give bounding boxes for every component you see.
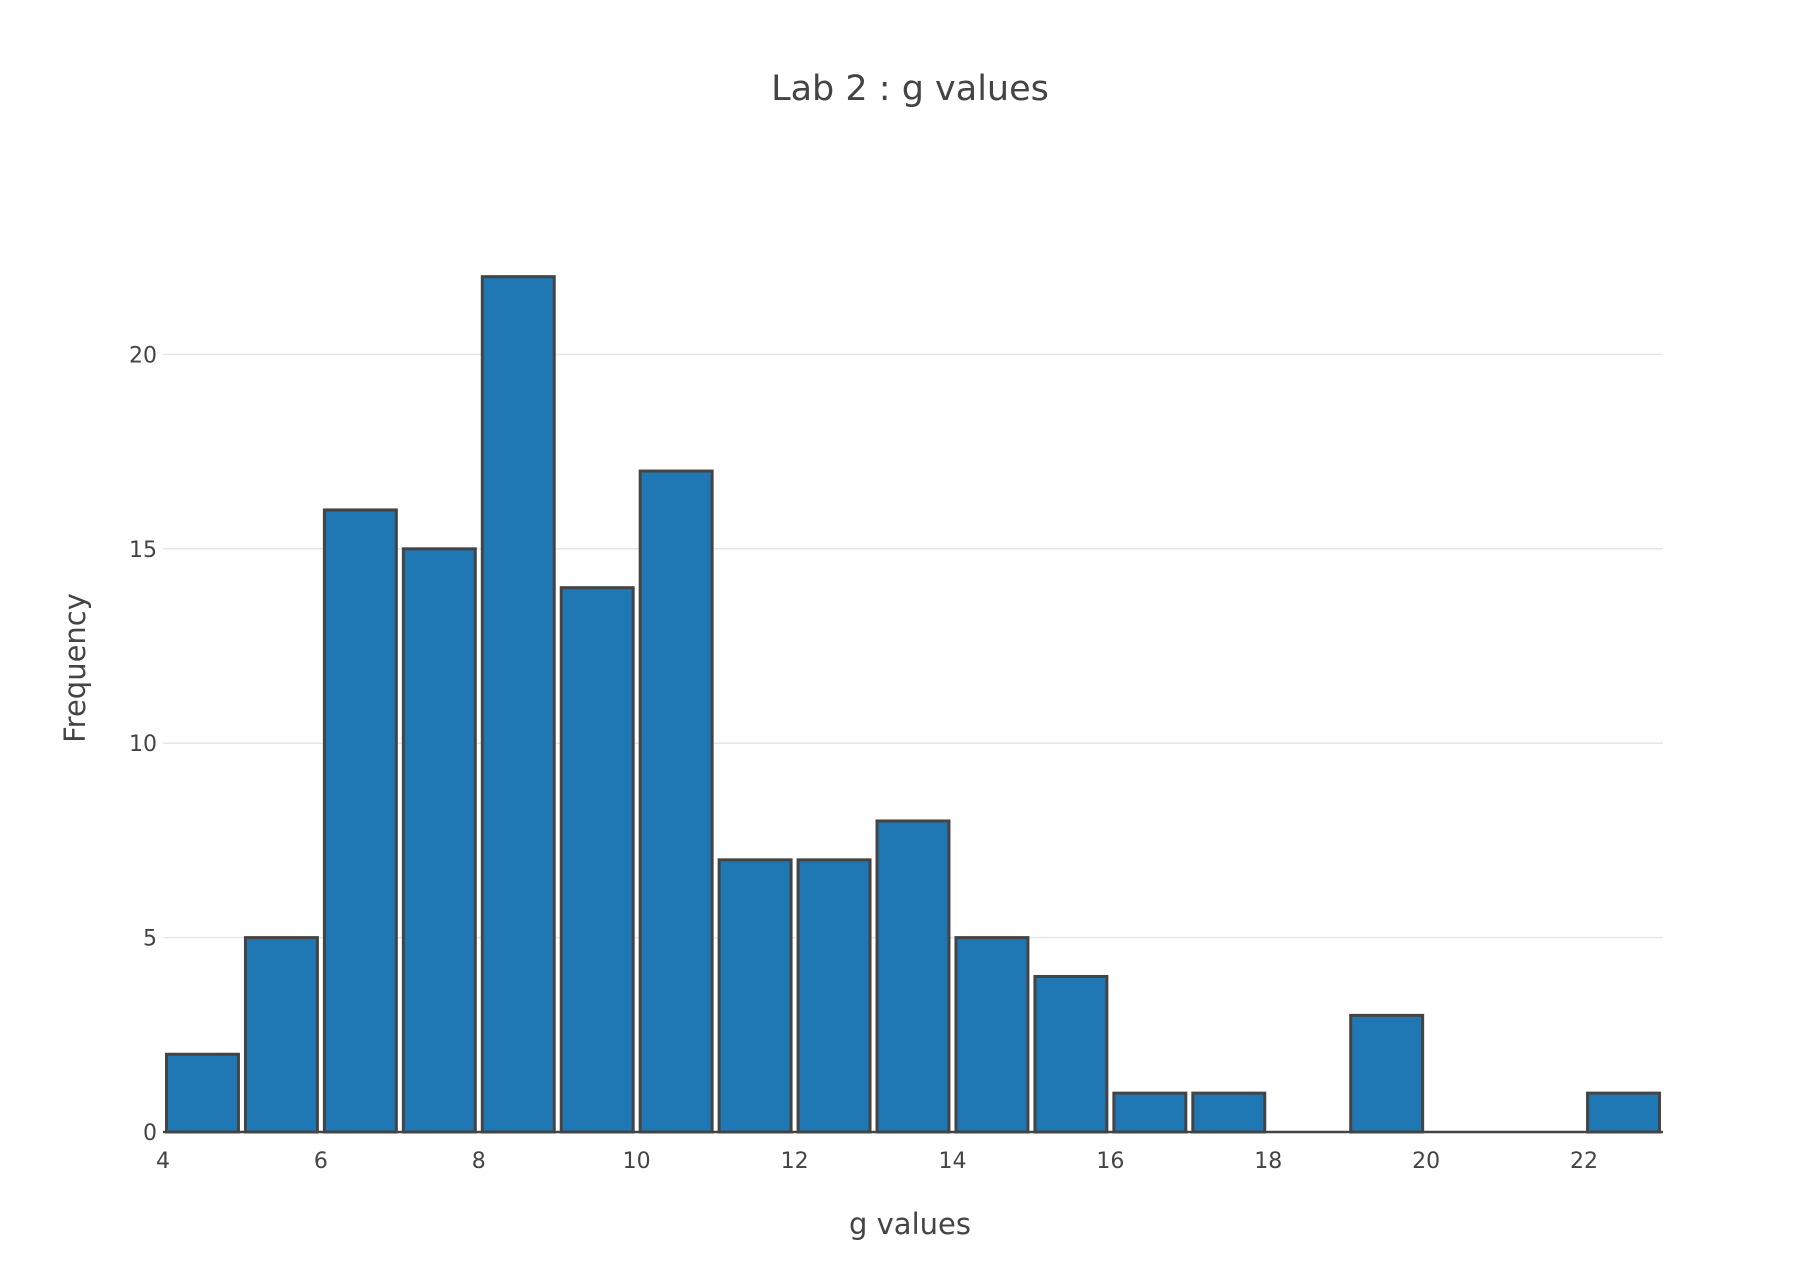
histogram-bar-19-20	[1349, 1013, 1425, 1134]
y-axis-label: Frequency	[58, 593, 92, 743]
y-tick-label-20: 20	[129, 343, 157, 368]
histogram-bar-13-14	[875, 819, 951, 1134]
y-tick-labels: 0 5 10 15 20	[129, 343, 157, 1146]
histogram-bar-22-23	[1586, 1091, 1661, 1134]
histogram-bar-12-13	[796, 858, 872, 1134]
x-tick-label-22: 22	[1570, 1149, 1598, 1174]
x-tick-labels: 4 6 8 10 12 14 16 18 20 22	[156, 1149, 1598, 1174]
histogram-bar-14-15	[954, 936, 1030, 1134]
x-axis-label: g values	[849, 1207, 971, 1241]
histogram-bar-6-7	[322, 508, 398, 1134]
x-tick-label-4: 4	[156, 1149, 170, 1174]
x-tick-label-10: 10	[623, 1149, 651, 1174]
x-tick-label-12: 12	[781, 1149, 809, 1174]
y-tick-label-5: 5	[143, 927, 157, 952]
histogram-bar-11-12	[717, 858, 793, 1134]
histogram-bar-9-10	[559, 586, 635, 1134]
chart-title: Lab 2 : g values	[771, 69, 1049, 109]
histogram-bar-4-5	[165, 1052, 240, 1134]
histogram-bar-5-6	[243, 936, 319, 1134]
y-tick-label-10: 10	[129, 732, 157, 757]
histogram-bar-10-11	[638, 469, 714, 1134]
histogram-bar-15-16	[1033, 974, 1109, 1134]
x-tick-label-16: 16	[1096, 1149, 1124, 1174]
histogram-bar-17-18	[1191, 1091, 1267, 1134]
x-tick-label-18: 18	[1254, 1149, 1282, 1174]
histogram-bar-7-8	[401, 547, 477, 1134]
x-tick-label-20: 20	[1412, 1149, 1440, 1174]
histogram-bar-8-9	[480, 275, 556, 1134]
x-tick-label-6: 6	[314, 1149, 328, 1174]
y-tick-label-15: 15	[129, 538, 157, 563]
x-tick-label-8: 8	[472, 1149, 486, 1174]
histogram-bar-16-17	[1112, 1091, 1188, 1134]
x-tick-label-14: 14	[938, 1149, 966, 1174]
bars	[165, 275, 1661, 1134]
y-tick-label-0: 0	[143, 1121, 157, 1146]
